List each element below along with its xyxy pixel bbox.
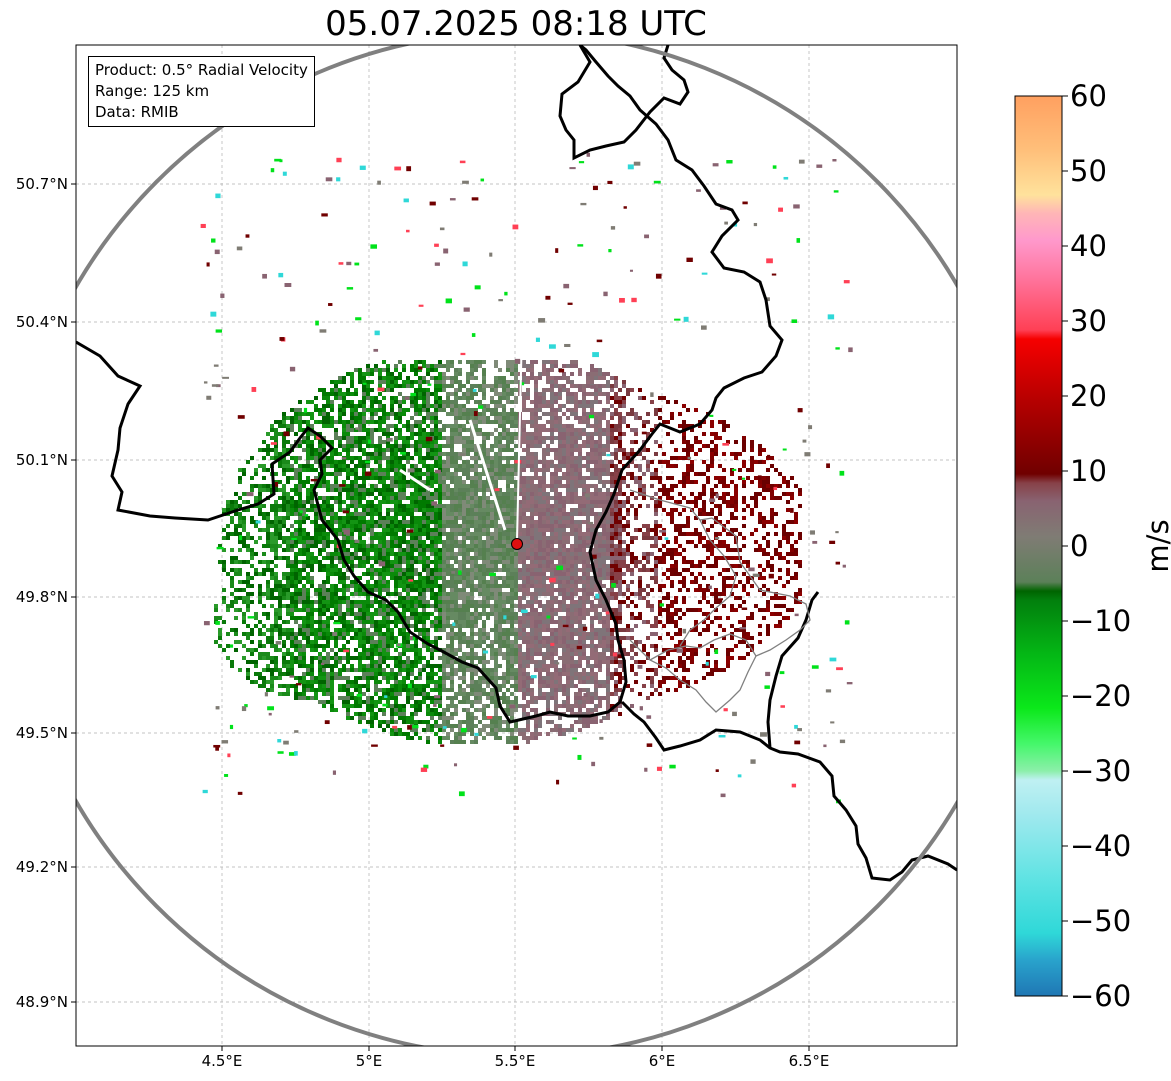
info-product: Product: 0.5° Radial Velocity xyxy=(95,61,308,79)
info-range: Range: 125 km xyxy=(95,82,210,100)
lon-tick-label: 6.5°E xyxy=(788,1052,830,1070)
lat-tick-label: 50.4°N xyxy=(15,313,68,331)
lat-tick-label: 49.2°N xyxy=(15,858,68,876)
colorbar-tick-label: −40 xyxy=(1070,829,1132,863)
lon-tick-label: 5.5°E xyxy=(494,1052,536,1070)
lat-tick-label: 50.1°N xyxy=(15,451,68,469)
colorbar-tick-label: −30 xyxy=(1070,754,1132,788)
colorbar-tick-label: −60 xyxy=(1070,979,1132,1013)
country-borders xyxy=(76,45,957,882)
colorbar-tick-label: 10 xyxy=(1070,454,1107,488)
lat-tick-label: 49.8°N xyxy=(15,588,68,606)
colorbar-tick-label: 30 xyxy=(1070,304,1107,338)
colorbar-tick-label: −10 xyxy=(1070,604,1132,638)
lat-tick-label: 49.5°N xyxy=(15,724,68,742)
colorbar-tick-label: −50 xyxy=(1070,904,1132,938)
province-borders xyxy=(629,489,811,713)
colorbar xyxy=(1014,95,1063,997)
colorbar-tick-label: 20 xyxy=(1070,379,1107,413)
colorbar-tick-label: −20 xyxy=(1070,679,1132,713)
axis-ticks xyxy=(71,183,810,1051)
lat-tick-label: 48.9°N xyxy=(15,993,68,1011)
colorbar-tick-label: 60 xyxy=(1070,79,1107,113)
radar-echoes xyxy=(200,152,853,804)
colorbar-tick-label: 0 xyxy=(1070,529,1089,563)
info-data-source: Data: RMIB xyxy=(95,103,179,121)
radar-site-marker xyxy=(511,538,523,550)
lon-tick-label: 6°E xyxy=(648,1052,676,1070)
plot-frame xyxy=(75,44,958,1047)
colorbar-tick-label: 50 xyxy=(1070,154,1107,188)
colorbar-unit-label: m/s xyxy=(1141,519,1171,573)
info-box: Product: 0.5° Radial Velocity Range: 125… xyxy=(88,56,315,127)
lon-tick-label: 5°E xyxy=(355,1052,383,1070)
map-title: 05.07.2025 08:18 UTC xyxy=(325,4,707,44)
colorbar-tick-label: 40 xyxy=(1070,229,1107,263)
lon-tick-label: 4.5°E xyxy=(201,1052,243,1070)
colorbar-ticks xyxy=(1062,95,1068,997)
lat-tick-label: 50.7°N xyxy=(15,175,68,193)
